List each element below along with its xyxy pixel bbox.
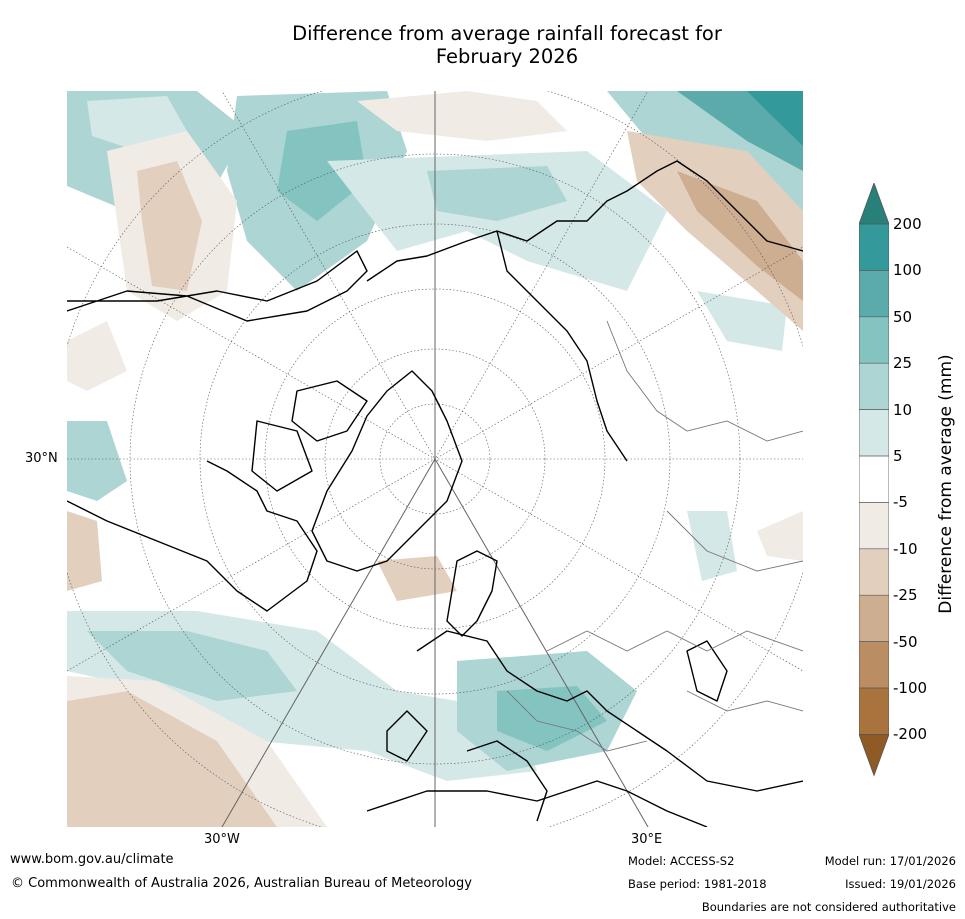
dry-region-central-asia — [757, 511, 803, 561]
dry-region-west — [67, 321, 127, 391]
base-period: Base period: 1981-2018 — [628, 877, 767, 891]
colorbar-bin — [859, 224, 889, 271]
wet-region-pacific-west — [67, 421, 127, 501]
colorbar-tick-label: -50 — [893, 632, 918, 651]
title-line-1: Difference from average rainfall forecas… — [292, 22, 722, 45]
coastlines — [67, 160, 803, 827]
lon-label-30e: 30°E — [631, 832, 663, 847]
model-name: Model: ACCESS-S2 — [628, 854, 735, 868]
colorbar-bin — [859, 183, 889, 224]
siberia-coast — [366, 160, 803, 462]
colorbar-bin — [859, 595, 889, 642]
colorbar-tick-label: 50 — [893, 307, 913, 326]
wet-anomaly-regions — [67, 91, 803, 781]
title-line-2: February 2026 — [435, 45, 579, 68]
colorbar-bin — [859, 409, 889, 456]
model-run-date: Model run: 17/01/2026 — [824, 854, 956, 868]
colorbar-bins — [859, 183, 889, 776]
copyright-text: © Commonwealth of Australia 2026, Austra… — [11, 876, 472, 891]
dry-region-arctic-top — [357, 91, 567, 141]
canadian-archipelago-coast — [251, 380, 368, 492]
wet-region-atlantic-core — [87, 631, 297, 701]
dry-region-southwest-outer — [67, 676, 327, 827]
colorbar-tick-label: 10 — [893, 400, 913, 419]
colorbar-bin — [859, 734, 889, 776]
lat-label-30n: 30°N — [25, 451, 58, 466]
dry-region-east-siberia — [627, 131, 803, 331]
colorbar-bin — [859, 641, 889, 688]
wet-region-siberia-core — [427, 166, 567, 221]
caspian-coast — [686, 640, 728, 702]
colorbar-bin — [859, 688, 889, 735]
colorbar-bin — [859, 548, 889, 596]
wet-region-far-northeast-3 — [747, 91, 803, 146]
lon-label-30w: 30°W — [204, 832, 240, 847]
colorbar-outline — [859, 183, 889, 777]
colorbar-tick-label: 100 — [893, 261, 922, 280]
colorbar-bin — [859, 270, 889, 317]
colorbar-label: Difference from average (mm) — [936, 354, 956, 614]
wet-region-central-asia — [687, 511, 737, 581]
colorbar-bin — [859, 456, 889, 503]
dry-region-pacific-east — [67, 511, 102, 591]
dry-anomaly-regions — [67, 91, 803, 827]
scandinavia-coast — [446, 550, 498, 637]
colorbar — [859, 183, 889, 777]
dry-region-east-siberia-core — [677, 171, 803, 301]
greenland-coast — [311, 370, 463, 572]
colorbar-tick-label: 200 — [893, 215, 922, 233]
europe-coast — [386, 630, 803, 822]
dry-region-labrador-sea — [377, 556, 457, 601]
rainfall-anomaly-map — [67, 91, 803, 827]
wet-region-mediterranean-core — [497, 686, 607, 751]
colorbar-tick-label: 5 — [893, 447, 903, 465]
colorbar-bin — [859, 316, 889, 364]
colorbar-tick-label: -5 — [893, 493, 908, 512]
issued-date: Issued: 19/01/2026 — [845, 877, 956, 891]
dry-region-southwest — [67, 691, 277, 827]
colorbar-tick-label: -25 — [893, 586, 918, 605]
wet-region-kamchatka — [697, 291, 787, 351]
website-link[interactable]: www.bom.gov.au/climate — [10, 852, 174, 867]
labelled-meridians — [221, 91, 649, 827]
map-canvas — [67, 91, 803, 827]
colorbar-dividers — [859, 183, 889, 777]
africa-coast — [366, 780, 708, 827]
north-america-coast — [67, 250, 368, 612]
dry-region-alaska-pacific-core — [137, 161, 202, 291]
country-borders — [506, 320, 803, 752]
colorbar-tick-label: -200 — [893, 725, 928, 744]
colorbar-bin — [859, 363, 889, 410]
colorbar-tick-label: 25 — [893, 354, 913, 373]
map-title: Difference from average rainfall forecas… — [0, 22, 965, 68]
boundaries-disclaimer: Boundaries are not considered authoritat… — [701, 900, 956, 914]
colorbar-tick-label: -10 — [893, 539, 918, 558]
colorbar-bin — [859, 502, 889, 549]
wet-region-arctic-pacific-core — [277, 121, 367, 221]
colorbar-tick-label: -100 — [893, 679, 928, 697]
